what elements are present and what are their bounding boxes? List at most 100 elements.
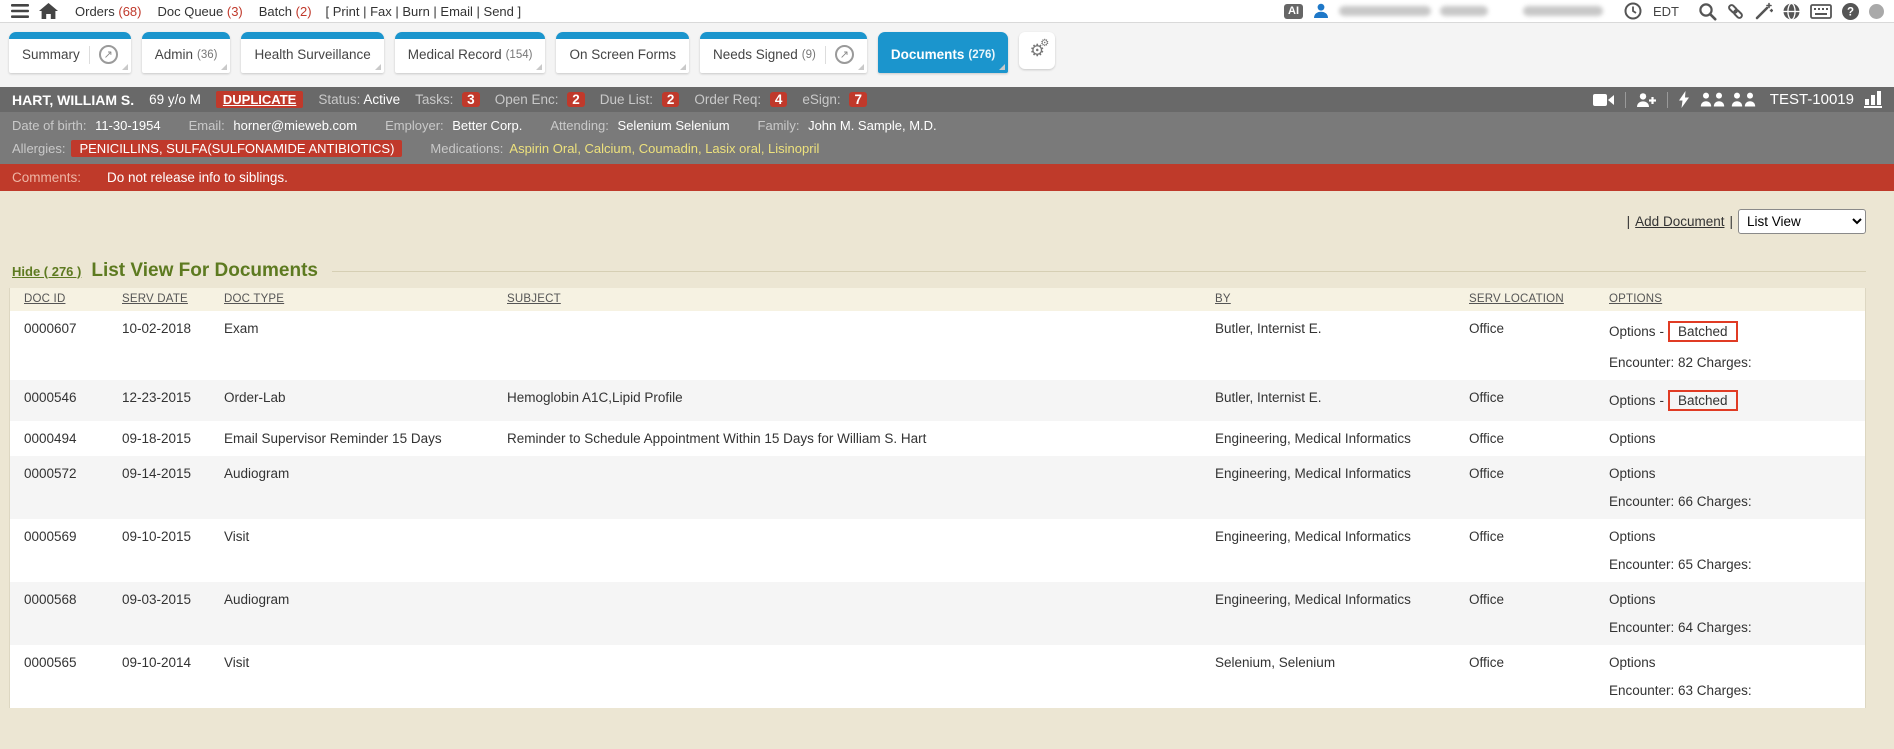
- redacted-role: [1523, 6, 1603, 16]
- lightning-bolt-icon[interactable]: [1678, 91, 1690, 108]
- svg-text:?: ?: [1847, 6, 1854, 18]
- serv-date-cell: 09-10-2014: [122, 655, 192, 670]
- serv-location-cell: Office: [1469, 321, 1505, 336]
- options-link[interactable]: Options: [1609, 431, 1656, 446]
- subject-cell: [507, 529, 1215, 572]
- table-row: 0000572 09-14-2015 Audiogram Engineering…: [10, 456, 1865, 519]
- tab-needs-signed[interactable]: Needs Signed (9) ↗: [699, 32, 867, 73]
- clock-icon[interactable]: [1624, 2, 1642, 20]
- tab-settings-gears-icon[interactable]: ⚙ ⚙: [1019, 32, 1056, 69]
- column-header-doc-id[interactable]: DOC ID: [24, 293, 66, 305]
- doc-id-cell[interactable]: 0000572: [24, 466, 77, 481]
- table-body: 0000607 10-02-2018 Exam Butler, Internis…: [10, 311, 1865, 708]
- link-icon[interactable]: [1726, 2, 1745, 21]
- patient-counter: Open Enc: 2: [495, 92, 585, 107]
- tab-health-surveillance[interactable]: Health Surveillance ↗: [241, 32, 384, 73]
- ai-badge[interactable]: AI: [1284, 3, 1303, 19]
- column-header-doc-type[interactable]: DOC TYPE: [224, 293, 285, 305]
- batch-actions[interactable]: [ Print | Fax | Burn | Email | Send ]: [325, 3, 522, 19]
- magic-wand-icon[interactable]: [1754, 2, 1773, 21]
- popout-icon[interactable]: ↗: [834, 45, 854, 64]
- options-link[interactable]: Options: [1609, 324, 1656, 339]
- comments-text: Do not release info to siblings.: [107, 170, 288, 185]
- flowsheet-chart-icon[interactable]: [1864, 91, 1882, 108]
- options-link[interactable]: Options: [1609, 393, 1656, 408]
- counter-badge[interactable]: 3: [462, 92, 480, 107]
- tab-strip: Summary ↗ Admin (36) ↗ Health Surveillan…: [0, 23, 1894, 87]
- serv-location-cell: Office: [1469, 431, 1505, 446]
- doc-id-cell[interactable]: 0000494: [24, 431, 77, 446]
- demographic-pair: Email: horner@mieweb.com: [188, 118, 358, 133]
- options-cell: Options - Batched: [1609, 390, 1865, 411]
- list-view-legend: Hide ( 276 ) List View For Documents: [12, 260, 1866, 282]
- topbar-menu-item[interactable]: Doc Queue (3): [157, 3, 243, 19]
- subject-cell: Hemoglobin A1C,Lipid Profile: [507, 390, 683, 405]
- doc-id-cell[interactable]: 0000607: [24, 321, 77, 336]
- patient-status: Status: Active: [318, 92, 401, 107]
- doc-type-cell: Email Supervisor Reminder 15 Days: [224, 431, 442, 446]
- subject-cell: [507, 655, 1215, 698]
- add-person-icon[interactable]: [1636, 92, 1657, 108]
- serv-location-cell: Office: [1469, 592, 1505, 607]
- search-icon[interactable]: [1698, 2, 1717, 21]
- topbar-menu-item[interactable]: Batch (2): [258, 3, 312, 19]
- doc-id-cell[interactable]: 0000565: [24, 655, 77, 670]
- patient-counter: Order Req: 4: [694, 92, 788, 107]
- column-header-by[interactable]: BY: [1215, 293, 1231, 305]
- counter-badge[interactable]: 4: [769, 92, 788, 107]
- demographic-pair: Family: John M. Sample, M.D.: [757, 118, 937, 133]
- tab-admin[interactable]: Admin (36) ↗: [141, 32, 231, 73]
- allergy-badge[interactable]: PENICILLINS, SULFA(SULFONAMIDE ANTIBIOTI…: [71, 140, 403, 157]
- keyboard-icon[interactable]: [1810, 3, 1832, 19]
- view-mode-select[interactable]: List View: [1738, 209, 1866, 234]
- counter-badge[interactable]: 7: [849, 92, 867, 107]
- doc-id-cell[interactable]: 0000568: [24, 592, 77, 607]
- divider: [1624, 91, 1626, 108]
- doc-type-cell: Visit: [224, 655, 250, 670]
- video-camera-icon[interactable]: [1592, 93, 1615, 107]
- topbar-menu-item[interactable]: Orders (68): [75, 3, 142, 19]
- tab-on-screen-forms[interactable]: On Screen Forms ↗: [556, 32, 689, 73]
- add-document-link[interactable]: Add Document: [1635, 214, 1725, 229]
- column-header-serv-date[interactable]: SERV DATE: [122, 293, 188, 305]
- tab-medical-record[interactable]: Medical Record (154) ↗: [394, 32, 546, 73]
- tab-documents[interactable]: Documents (276) ↗: [877, 32, 1009, 73]
- subject-cell: [507, 592, 1215, 635]
- by-cell: Engineering, Medical Informatics: [1215, 466, 1411, 481]
- doc-id-cell[interactable]: 0000569: [24, 529, 77, 544]
- options-cell: Options Encounter: 63 Charges:: [1609, 655, 1865, 698]
- serv-date-cell: 09-03-2015: [122, 592, 192, 607]
- counter-badge[interactable]: 2: [661, 92, 680, 107]
- encounter-line: Encounter: 66 Charges:: [1609, 494, 1752, 509]
- home-icon[interactable]: [39, 2, 58, 20]
- doc-type-cell: Visit: [224, 529, 250, 544]
- tab-summary[interactable]: Summary ↗: [9, 32, 131, 73]
- by-cell: Engineering, Medical Informatics: [1215, 529, 1411, 544]
- help-icon[interactable]: ?: [1841, 2, 1860, 21]
- patient-counter: Tasks: 3: [415, 92, 480, 107]
- column-header-options[interactable]: OPTIONS: [1609, 293, 1663, 305]
- popout-icon[interactable]: ↗: [98, 45, 118, 64]
- column-header-subject[interactable]: SUBJECT: [507, 293, 561, 305]
- serv-date-cell: 10-02-2018: [122, 321, 192, 336]
- patient-group-icon[interactable]: [1700, 92, 1760, 107]
- user-icon[interactable]: [1312, 2, 1330, 20]
- hide-link[interactable]: Hide ( 276 ): [12, 263, 82, 279]
- by-cell: Selenium, Selenium: [1215, 655, 1336, 670]
- column-header-serv-location[interactable]: SERV LOCATION: [1469, 293, 1564, 305]
- encounter-line: Encounter: 64 Charges:: [1609, 620, 1752, 635]
- options-link[interactable]: Options: [1609, 655, 1656, 670]
- hamburger-menu-icon[interactable]: [10, 3, 30, 19]
- table-row: 0000565 09-10-2014 Visit Selenium, Selen…: [10, 645, 1865, 708]
- demographic-pair: Employer: Better Corp.: [385, 118, 523, 133]
- options-link[interactable]: Options: [1609, 529, 1656, 544]
- duplicate-flag[interactable]: DUPLICATE: [215, 91, 304, 108]
- counter-badge[interactable]: 2: [567, 92, 585, 107]
- options-cell: Options Encounter: 65 Charges:: [1609, 529, 1865, 572]
- globe-icon[interactable]: [1782, 2, 1801, 21]
- status-dot: [1869, 3, 1884, 19]
- options-link[interactable]: Options: [1609, 466, 1656, 481]
- doc-id-cell[interactable]: 0000546: [24, 390, 77, 405]
- options-link[interactable]: Options: [1609, 592, 1656, 607]
- by-cell: Butler, Internist E.: [1215, 321, 1322, 336]
